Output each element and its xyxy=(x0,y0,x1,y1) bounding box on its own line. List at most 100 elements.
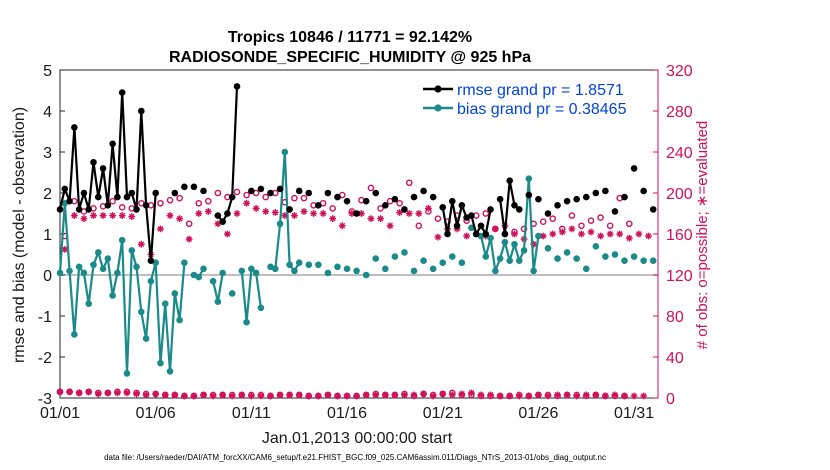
obs-evaluated-marker xyxy=(630,392,638,400)
obs-evaluated-stroke xyxy=(85,388,92,395)
rmse-point xyxy=(477,222,485,230)
y-right-tick-label: 40 xyxy=(666,350,684,367)
obs-evaluated-stroke xyxy=(329,215,336,222)
rmse-point xyxy=(592,189,600,197)
obs-evaluated-marker xyxy=(176,215,183,223)
obs-evaluated-stroke xyxy=(138,241,145,248)
bias-point xyxy=(248,265,255,273)
obs-evaluated-marker xyxy=(511,230,518,238)
bias-line xyxy=(212,272,224,303)
rmse-point xyxy=(535,195,542,203)
obs-evaluated-stroke xyxy=(392,392,398,398)
obs-evaluated-marker xyxy=(573,392,581,400)
bias-point xyxy=(582,265,590,273)
y-tick-label: -3 xyxy=(38,391,52,408)
bias-point xyxy=(324,269,332,277)
rmse-point xyxy=(487,206,494,213)
bias-point xyxy=(138,308,145,316)
rmse-point xyxy=(362,197,370,205)
obs-evaluated-stroke xyxy=(181,393,188,399)
obs-evaluated-marker xyxy=(109,212,117,219)
rmse-point xyxy=(458,202,466,209)
obs-evaluated-stroke xyxy=(602,393,609,399)
bias-point xyxy=(530,267,537,275)
rmse-point xyxy=(372,189,380,197)
obs-evaluated-stroke xyxy=(133,391,140,397)
obs-evaluated-stroke xyxy=(449,392,456,398)
legend: rmse grand pr = 1.8571 bias grand pr = 0… xyxy=(423,82,627,118)
legend-rmse-label: rmse grand pr = 1.8571 xyxy=(457,82,624,99)
obs-evaluated-stroke xyxy=(258,393,264,399)
obs-evaluated-stroke xyxy=(353,393,360,399)
obs-evaluated-marker xyxy=(506,392,514,400)
obs-evaluated-stroke xyxy=(344,393,350,399)
obs-evaluated-stroke xyxy=(191,393,197,399)
obs-evaluated-stroke xyxy=(377,215,384,222)
obs-evaluated-stroke xyxy=(592,392,599,398)
bias-point xyxy=(391,253,399,260)
bias-point xyxy=(362,271,370,279)
obs-evaluated-marker xyxy=(209,392,217,400)
rmse-line xyxy=(58,91,157,262)
obs-evaluated-marker xyxy=(386,222,394,230)
obs-evaluated-stroke xyxy=(430,393,437,399)
obs-evaluated-marker xyxy=(348,210,356,217)
bias-point xyxy=(401,249,408,256)
y-tick-label: 1 xyxy=(43,227,52,244)
bias-point xyxy=(511,240,518,248)
bias-point xyxy=(276,220,284,228)
obs-evaluated-stroke xyxy=(200,392,207,398)
obs-evaluated-marker xyxy=(142,391,150,399)
obs-evaluated-marker xyxy=(601,392,609,400)
obs-evaluated-stroke xyxy=(71,212,78,219)
obs-evaluated-stroke xyxy=(57,388,63,395)
obs-evaluated-stroke xyxy=(224,231,231,237)
obs-evaluated-marker xyxy=(200,391,207,399)
obs-evaluated-marker xyxy=(424,204,432,212)
obs-evaluated-stroke xyxy=(478,392,484,398)
bias-point xyxy=(171,290,179,297)
obs-evaluated-marker xyxy=(56,388,64,396)
obs-evaluated-stroke xyxy=(564,392,570,398)
bias-point xyxy=(133,263,140,271)
bias-point xyxy=(554,255,561,262)
obs-evaluated-marker xyxy=(357,210,365,217)
obs-possible-marker xyxy=(587,217,595,224)
obs-evaluated-stroke xyxy=(506,393,513,399)
obs-evaluated-stroke xyxy=(396,209,403,216)
bias-point xyxy=(181,259,188,267)
bias-point xyxy=(161,300,169,308)
obs-possible-marker xyxy=(578,222,585,230)
obs-evaluated-marker xyxy=(625,234,633,242)
obs-evaluated-marker xyxy=(90,212,97,219)
x-tick-label: 01/01 xyxy=(40,405,80,422)
rmse-point xyxy=(353,210,360,217)
rmse-point xyxy=(228,193,236,201)
obs-evaluated-marker xyxy=(563,391,571,399)
obs-possible-marker xyxy=(262,193,270,201)
obs-evaluated-stroke xyxy=(339,222,346,229)
obs-evaluated-marker xyxy=(377,215,384,223)
bias-point xyxy=(458,259,466,267)
bias-point xyxy=(602,253,609,260)
obs-evaluated-marker xyxy=(300,208,308,215)
obs-possible-marker xyxy=(291,194,298,202)
bias-point xyxy=(142,335,150,342)
obs-evaluated-stroke xyxy=(492,226,499,232)
obs-evaluated-stroke xyxy=(124,390,130,396)
rmse-point xyxy=(90,158,97,166)
y-right-tick-label: 0 xyxy=(666,391,675,408)
obs-evaluated-marker xyxy=(286,391,294,399)
obs-evaluated-stroke xyxy=(248,393,255,399)
obs-evaluated-stroke xyxy=(229,393,236,399)
obs-evaluated-stroke xyxy=(262,208,269,215)
rmse-point xyxy=(506,177,513,184)
bias-point xyxy=(420,257,427,264)
footnote: data file: /Users/raeder/DAI/ATM_forcXX/… xyxy=(104,453,606,462)
obs-evaluated-stroke xyxy=(607,231,614,237)
obs-evaluated-marker xyxy=(381,391,389,399)
obs-evaluated-stroke xyxy=(645,233,652,239)
obs-evaluated-stroke xyxy=(76,390,83,396)
obs-evaluated-marker xyxy=(219,391,227,399)
obs-evaluated-marker xyxy=(554,391,561,399)
